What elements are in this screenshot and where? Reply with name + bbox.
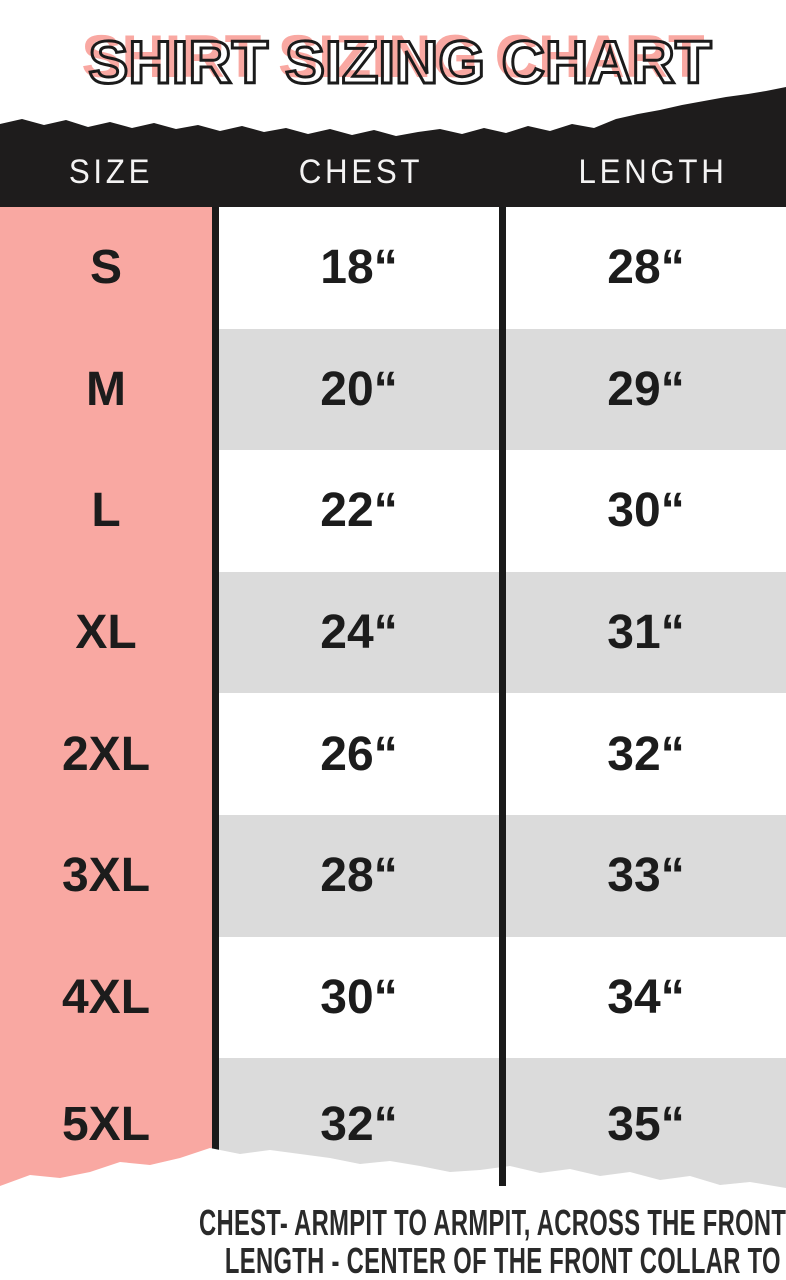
chest-cell: 32“ [219,1058,499,1188]
column-divider [499,328,506,451]
column-divider [212,328,219,451]
size-cell: 4XL [0,936,212,1059]
chest-cell: 30“ [219,936,499,1059]
column-divider [499,693,506,815]
length-note: LENGTH - CENTER OF THE FRONT COLLAR TO T… [224,1240,786,1280]
chest-note: CHEST- ARMPIT TO ARMPIT, ACROSS THE FRON… [198,1202,786,1243]
size-cell: XL [0,571,212,694]
measurement-notes: CHEST- ARMPIT TO ARMPIT, ACROSS THE FRON… [0,1204,786,1280]
page-title-fill: SHIRT SIZING CHART [81,23,705,90]
column-divider [212,693,219,815]
length-cell: 28“ [506,207,786,329]
chest-cell: 24“ [219,571,499,694]
size-cell: M [0,328,212,451]
length-cell: 34“ [506,936,786,1059]
length-cell: 32“ [506,693,786,815]
column-divider [212,1058,219,1188]
column-divider [212,814,219,937]
column-header-length: LENGTH [578,153,728,191]
column-divider [499,814,506,937]
column-divider [499,1058,506,1188]
chest-cell: 20“ [219,328,499,451]
length-cell: 31“ [506,571,786,694]
column-header-size: SIZE [68,153,154,191]
length-cell: 35“ [506,1058,786,1188]
size-cell: 5XL [0,1058,212,1188]
length-cell: 30“ [506,450,786,572]
column-divider [212,936,219,1059]
column-header-chest: CHEST [298,153,424,191]
column-divider [499,207,506,329]
size-cell: L [0,450,212,572]
column-divider [212,207,219,329]
column-divider [212,450,219,572]
page-title: SHIRT SIZING CHART SHIRT SIZING CHART [0,23,786,98]
page-title-outline: SHIRT SIZING CHART [87,28,713,97]
column-divider [212,571,219,694]
chest-cell: 22“ [219,450,499,572]
length-cell: 29“ [506,328,786,451]
chest-cell: 26“ [219,693,499,815]
chest-cell: 18“ [219,207,499,329]
chest-cell: 28“ [219,814,499,937]
length-cell: 33“ [506,814,786,937]
size-cell: 3XL [0,814,212,937]
column-divider [499,936,506,1059]
column-divider [499,571,506,694]
size-cell: S [0,207,212,329]
page-title-stack: SHIRT SIZING CHART SHIRT SIZING CHART [81,23,713,98]
column-divider [499,450,506,572]
column-divider-tear-stub [499,1162,506,1186]
size-table: S 18“ 28“ M 20“ 29“ L 22“ 30“ XL 24“ 31“… [0,207,786,1188]
size-cell: 2XL [0,693,212,815]
